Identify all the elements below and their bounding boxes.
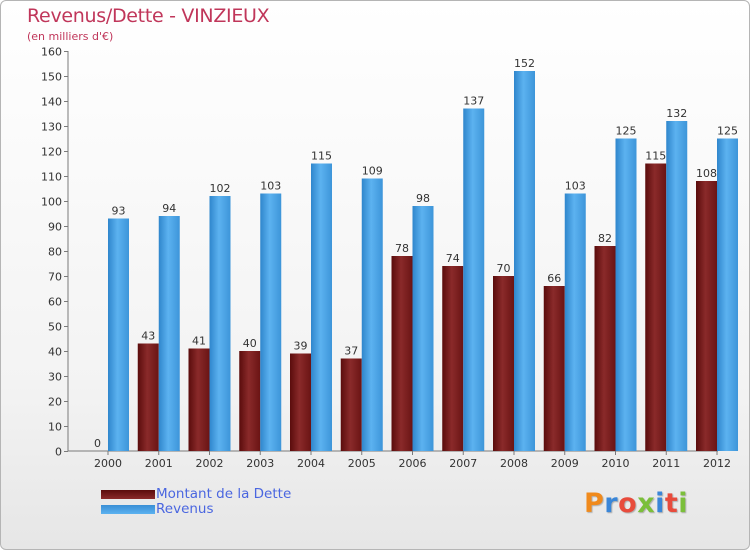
data-label-dette: 74: [446, 252, 460, 265]
bars: [108, 71, 738, 451]
x-tick-label: 2002: [196, 457, 224, 470]
x-tick-label: 2006: [399, 457, 427, 470]
data-label-dette: 39: [294, 340, 308, 353]
logo-letter: i: [678, 488, 689, 519]
x-tick-label: 2011: [652, 457, 680, 470]
y-tick-label: 20: [48, 396, 62, 409]
bar-dette: [188, 348, 210, 451]
data-label-dette: 66: [547, 272, 561, 285]
data-label-revenus: 132: [666, 107, 687, 120]
bar-revenus: [717, 138, 738, 451]
data-label-dette: 115: [645, 150, 666, 163]
data-label-revenus: 98: [416, 192, 430, 205]
bar-dette: [442, 266, 464, 451]
data-label-revenus: 109: [362, 165, 383, 178]
bar-revenus: [209, 196, 231, 451]
x-tick-label: 2001: [145, 457, 173, 470]
y-tick-label: 10: [48, 421, 62, 434]
y-tick-label: 130: [41, 121, 62, 134]
y-tick-label: 110: [41, 171, 62, 184]
legend-swatch-revenus: [101, 505, 155, 514]
data-label-revenus: 94: [162, 202, 176, 215]
y-tick-label: 120: [41, 146, 62, 159]
bar-revenus: [158, 216, 180, 451]
legend-swatch-dette: [101, 490, 155, 499]
bar-revenus: [564, 193, 586, 451]
y-tick-label: 100: [41, 196, 62, 209]
bar-revenus: [666, 121, 688, 451]
logo-letter: o: [618, 488, 638, 519]
x-tick-label: 2008: [500, 457, 528, 470]
data-label-revenus: 152: [514, 57, 535, 70]
y-tick-label: 30: [48, 371, 62, 384]
x-tick-label: 2004: [297, 457, 325, 470]
data-label-revenus: 102: [210, 182, 231, 195]
bar-revenus: [412, 206, 434, 451]
bar-revenus: [615, 138, 637, 451]
data-label-dette: 82: [598, 232, 612, 245]
bar-revenus: [463, 108, 485, 451]
data-label-revenus: 103: [260, 180, 281, 193]
data-label-dette: 108: [696, 167, 717, 180]
y-tick-label: 160: [41, 46, 62, 59]
y-tick-label: 150: [41, 71, 62, 84]
data-label-dette: 37: [344, 345, 358, 358]
logo-letter: i: [655, 488, 665, 519]
legend-label-revenus: Revenus: [156, 501, 214, 517]
bar-dette: [493, 276, 514, 451]
bar-revenus: [311, 163, 332, 451]
y-tick-label: 70: [48, 271, 62, 284]
data-label-dette: 43: [141, 330, 155, 343]
data-label-dette: 70: [497, 262, 511, 275]
bar-revenus: [514, 71, 535, 451]
chart-title: Revenus/Dette - VINZIEUX: [27, 5, 270, 27]
data-label-revenus: 93: [112, 205, 126, 218]
x-tick-label: 2003: [246, 457, 274, 470]
bar-dette: [594, 246, 616, 451]
bar-revenus: [361, 178, 383, 451]
y-tick-label: 0: [55, 446, 62, 459]
legend-label-dette: Montant de la Dette: [156, 486, 292, 502]
logo-letter: t: [664, 488, 679, 519]
bar-dette: [543, 286, 565, 451]
y-tick-label: 140: [41, 96, 62, 109]
x-tick-label: 2009: [551, 457, 579, 470]
logo-letter: r: [604, 488, 619, 519]
data-label-dette: 40: [243, 337, 257, 350]
data-label-revenus: 125: [616, 125, 637, 138]
bar-revenus: [260, 193, 282, 451]
logo-letter: x: [637, 488, 656, 519]
proxiti-logo: Proxiti: [584, 488, 688, 519]
y-tick-label: 80: [48, 246, 62, 259]
bar-dette: [391, 256, 413, 451]
x-tick-label: 2000: [94, 457, 122, 470]
x-tick-label: 2007: [449, 457, 477, 470]
y-tick-label: 90: [48, 221, 62, 234]
data-label-revenus: 125: [717, 125, 738, 138]
y-tick-label: 50: [48, 321, 62, 334]
bar-dette: [137, 343, 159, 451]
bar-dette: [290, 353, 311, 451]
bar-dette: [696, 181, 717, 451]
data-label-dette: 78: [395, 242, 409, 255]
data-label-revenus: 103: [565, 180, 586, 193]
bar-dette: [340, 358, 362, 451]
y-tick-label: 40: [48, 346, 62, 359]
data-label-revenus: 137: [463, 95, 484, 108]
x-tick-label: 2010: [602, 457, 630, 470]
data-labels: 0 93 43 94 41 102 40 103 39 115 37 109 78 98 74 137 70 15…: [94, 57, 738, 450]
data-label-dette: 0: [94, 437, 101, 450]
data-label-dette: 41: [192, 335, 206, 348]
data-label-revenus: 115: [311, 150, 332, 163]
chart-subtitle: (en milliers d'€): [27, 30, 114, 43]
x-tick-label: 2012: [703, 457, 731, 470]
bar-dette: [239, 351, 261, 451]
bar-dette: [645, 163, 667, 451]
bar-revenus: [108, 218, 129, 451]
logo-letter: P: [584, 488, 605, 519]
x-tick-label: 2005: [348, 457, 376, 470]
y-tick-label: 60: [48, 296, 62, 309]
